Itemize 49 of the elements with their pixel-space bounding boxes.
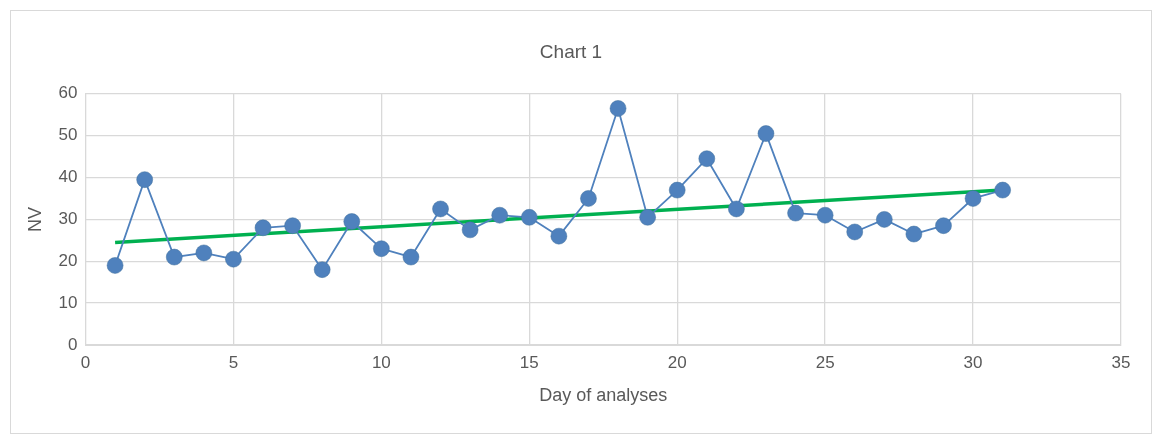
point [373,240,390,257]
x-axis-title: Day of analyses [539,385,668,406]
point [964,190,982,207]
point [195,244,213,262]
y-tick-label: 0 [68,334,78,354]
point [609,100,627,117]
point [461,221,479,239]
point [432,200,449,218]
y-tick-label: 40 [58,167,78,187]
point [816,206,834,224]
x-tick-label: 20 [667,352,687,372]
point [994,181,1011,199]
y-tick-label: 30 [58,209,78,229]
point [550,227,568,245]
point [402,248,420,266]
chart-title: Chart 1 [539,40,603,62]
point [166,248,183,266]
point [876,211,893,228]
point [668,181,686,199]
point [254,219,272,237]
y-tick-label: 20 [58,250,78,270]
x-tick-label: 25 [815,352,835,372]
point [728,200,745,218]
y-axis-title: NV [24,206,45,232]
y-tick-label: 50 [58,125,78,145]
point [313,261,331,278]
point [106,257,124,274]
x-tick-label: 5 [228,352,239,372]
point [757,125,775,142]
y-tick-label: 60 [58,83,78,103]
point [225,250,242,268]
y-tick-label: 10 [58,292,78,312]
point [491,206,508,224]
point [136,171,153,188]
point [639,209,656,226]
point [284,217,301,234]
x-tick-label: 35 [1111,352,1131,372]
point [935,217,952,234]
point [905,225,923,243]
point [846,223,863,241]
x-tick-label: 10 [371,352,391,372]
point [343,213,361,230]
point [698,150,716,167]
point [787,204,804,222]
point [521,209,538,226]
x-tick-label: 0 [80,352,91,372]
x-tick-label: 30 [963,352,983,372]
x-tick-label: 15 [519,352,539,372]
point [580,190,597,207]
